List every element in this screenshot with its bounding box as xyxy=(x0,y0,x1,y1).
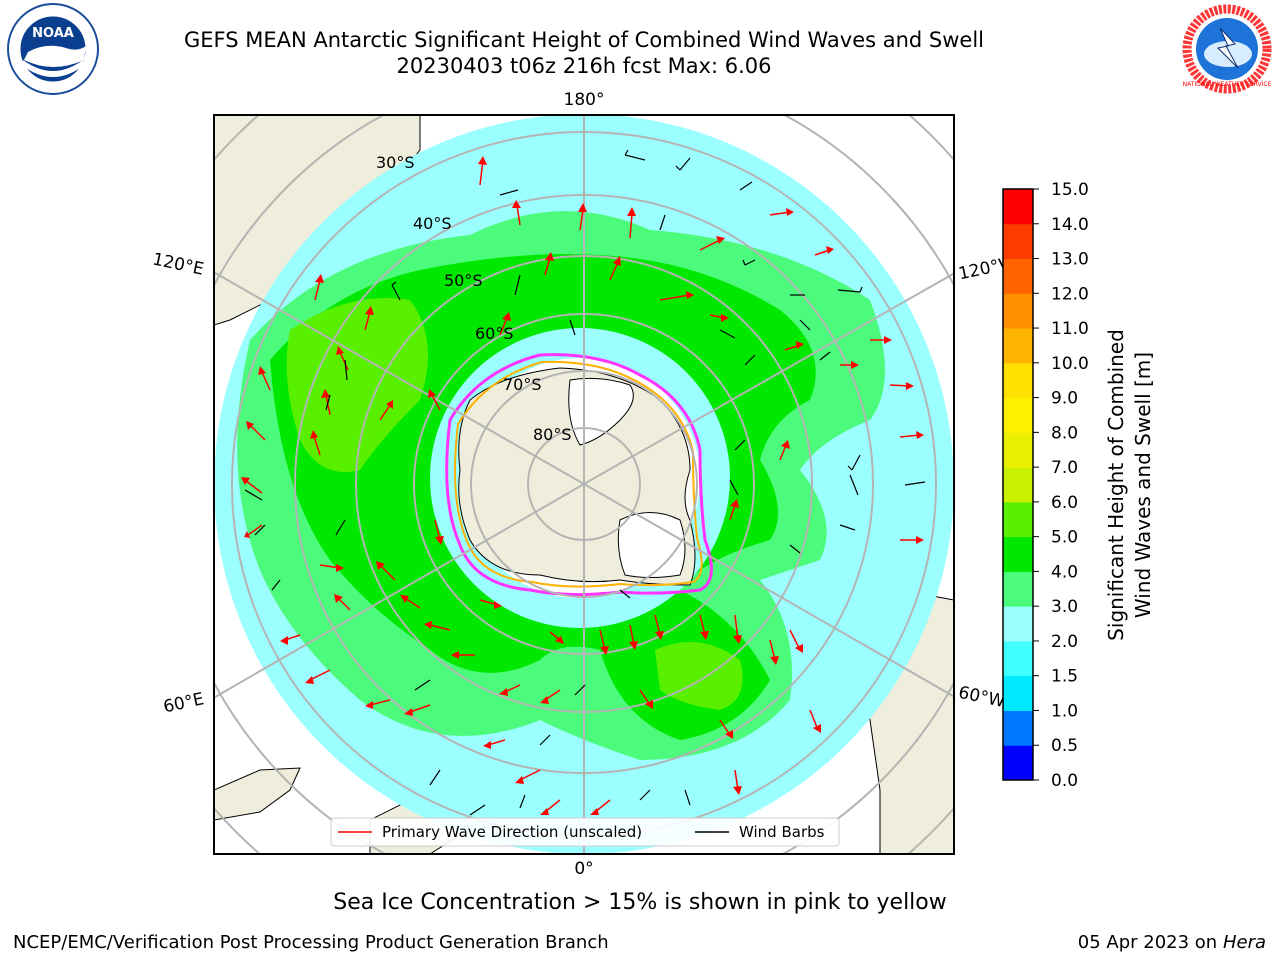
colorbar: 0.0 0.5 1.0 1.5 2.0 3.0 4.0 5.0 6.0 7.0 8.0 9.0 10.0… xyxy=(1002,180,1089,791)
legend-wave-label: Primary Wave Direction (unscaled) xyxy=(382,823,642,841)
wave-direction-arrows xyxy=(241,156,924,815)
colorbar-segment xyxy=(1003,745,1033,781)
noaa-logo: NOAA xyxy=(7,3,99,95)
colorbar-tick-label: 0.5 xyxy=(1051,736,1078,756)
colorbar-tick-label: 1.5 xyxy=(1051,667,1078,687)
lon-label-60e: 60°E xyxy=(162,689,206,717)
colorbar-tick-label: 7.0 xyxy=(1051,458,1078,478)
nws-logo: NATIONAL WEATHER SERVICE xyxy=(1182,4,1272,94)
date-value: 05 Apr 2023 on xyxy=(1077,932,1218,953)
date-text: 05 Apr 2023 on Hera xyxy=(1078,932,1266,953)
colorbar-tick-label: 2.0 xyxy=(1051,632,1078,652)
colorbar-segment xyxy=(1003,606,1033,642)
colorbar-segment xyxy=(1003,710,1033,746)
lat-label-80s: 80°S xyxy=(533,425,572,444)
antarctic-ice-shelf-weddell xyxy=(617,512,686,578)
sea-ice-edge-inner xyxy=(454,360,703,588)
colorbar-tick-label: 6.0 xyxy=(1051,493,1078,513)
colorbar-segment xyxy=(1003,467,1033,503)
colorbar-segment xyxy=(1003,328,1033,364)
lon-label-120e: 120°E xyxy=(151,249,206,279)
colorbar-segment xyxy=(1003,432,1033,468)
colorbar-tick-label: 4.0 xyxy=(1051,562,1078,582)
colorbar-segment xyxy=(1003,675,1033,711)
map-frame xyxy=(213,114,955,855)
nws-logo-text: NATIONAL WEATHER SERVICE xyxy=(1183,81,1272,88)
colorbar-segment xyxy=(1003,536,1033,572)
colorbar-label-line2: Wind Waves and Swell [m] xyxy=(1131,352,1155,618)
colorbar-segment xyxy=(1003,501,1033,538)
host-name: Hera xyxy=(1222,932,1266,953)
sea-ice-note: Sea Ice Concentration > 15% is shown in … xyxy=(333,890,947,915)
colorbar-segment xyxy=(1003,293,1033,329)
noaa-logo-text: NOAA xyxy=(32,26,74,41)
colorbar-segment xyxy=(1003,397,1033,433)
lat-label-40s: 40°S xyxy=(413,214,452,233)
africa-land xyxy=(214,767,301,821)
colorbar-segment xyxy=(1003,189,1033,225)
chart-title: GEFS MEAN Antarctic Significant Height o… xyxy=(183,28,985,52)
lon-label-60w: 60°W xyxy=(957,683,1007,712)
colorbar-label-line1: Significant Height of Combined xyxy=(1104,329,1128,641)
colorbar-segment xyxy=(1003,258,1033,294)
colorbar-tick-label: 3.0 xyxy=(1051,597,1078,617)
lon-label-0: 0° xyxy=(574,859,593,879)
colorbar-frame xyxy=(1002,188,1034,781)
colorbar-tick-label: 15.0 xyxy=(1051,180,1089,200)
lat-label-60s: 60°S xyxy=(475,324,514,343)
colorbar-tick-label: 10.0 xyxy=(1051,354,1089,374)
lat-label-30s: 30°S xyxy=(376,153,415,172)
wind-barbs xyxy=(244,149,926,816)
colorbar-segment xyxy=(1003,362,1033,399)
colorbar-tick-label: 9.0 xyxy=(1051,389,1078,409)
colorbar-tick-label: 13.0 xyxy=(1051,250,1089,270)
lat-label-70s: 70°S xyxy=(503,375,542,394)
colorbar-tick-label: 8.0 xyxy=(1051,423,1078,443)
colorbar-segment xyxy=(1003,571,1033,607)
colorbar-tick-label: 5.0 xyxy=(1051,528,1078,548)
colorbar-tick-label: 12.0 xyxy=(1051,284,1089,304)
colorbar-segment xyxy=(1003,223,1033,260)
legend-box xyxy=(330,817,840,847)
lon-label-180: 180° xyxy=(564,90,605,110)
colorbar-tick-label: 14.0 xyxy=(1051,215,1089,235)
legend-barb-label: Wind Barbs xyxy=(739,823,825,841)
colorbar-tick-label: 11.0 xyxy=(1051,319,1089,339)
chart-subtitle: 20230403 t06z 216h fcst Max: 6.06 xyxy=(396,54,772,78)
colorbar-tick-label: 0.0 xyxy=(1051,771,1078,791)
lat-label-50s: 50°S xyxy=(444,271,483,290)
colorbar-tick-label: 1.0 xyxy=(1051,701,1078,721)
graticule xyxy=(214,115,954,854)
credit-text: NCEP/EMC/Verification Post Processing Pr… xyxy=(13,932,609,953)
colorbar-segment xyxy=(1003,640,1033,677)
